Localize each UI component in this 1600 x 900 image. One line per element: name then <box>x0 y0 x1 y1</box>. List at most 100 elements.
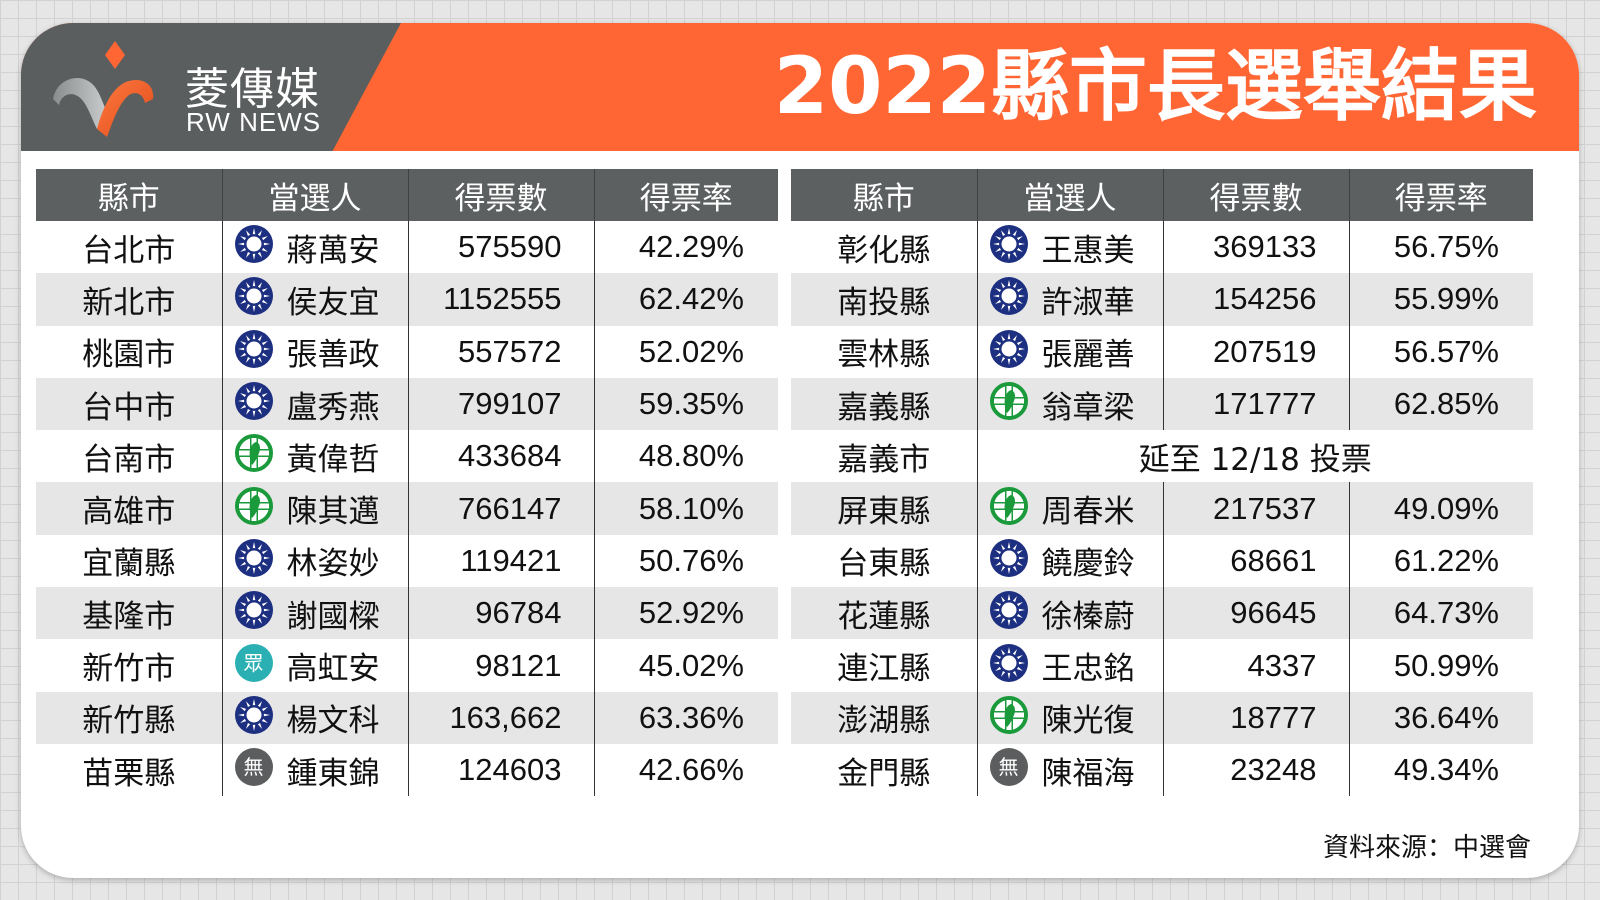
city-cell: 新竹市 <box>82 651 176 688</box>
winner-cell: 無陳福海 <box>976 743 1163 797</box>
tpp-眾-icon: 眾 <box>234 643 273 682</box>
data-source-note: 資料來源：中選會 <box>1322 833 1531 863</box>
votes-cell: 799107 <box>407 377 594 431</box>
winner-cell: 張善政 <box>221 325 408 378</box>
vote-share-cell: 59.35% <box>593 377 778 431</box>
winner-cell: 徐榛蔚 <box>976 587 1163 640</box>
title-banner: 菱傳媒 RW NEWS 2022縣市長選舉結果 <box>21 23 1579 151</box>
table-header-row: 縣市 當選人 得票數 得票率 <box>791 169 1533 221</box>
winner-name: 盧秀燕 <box>286 389 380 426</box>
votes-cell: 154256 <box>1162 273 1349 326</box>
kmt-sun-emblem-icon <box>989 643 1028 682</box>
winner-name: 饒慶鈴 <box>1041 546 1135 583</box>
vote-share-cell: 45.02% <box>593 639 778 692</box>
winner-name: 徐榛蔚 <box>1041 598 1135 635</box>
kmt-sun-emblem-icon <box>234 695 273 734</box>
results-card: 菱傳媒 RW NEWS 2022縣市長選舉結果 縣市 當選人 得票數 得票率 台… <box>21 23 1579 878</box>
table-row: 台東縣 饒慶鈴 68661 61.22% <box>791 534 1533 588</box>
city-cell: 苗栗縣 <box>82 755 176 792</box>
votes-cell: 171777 <box>1162 377 1349 431</box>
kmt-sun-emblem-icon <box>234 538 273 577</box>
winner-cell: 楊文科 <box>221 691 408 744</box>
table-row: 基隆市 謝國樑 96784 52.92% <box>36 587 778 640</box>
kmt-sun-emblem-icon <box>234 225 273 264</box>
kmt-sun-emblem-icon <box>234 277 273 316</box>
ribbon-logo-icon <box>53 41 154 137</box>
table-row: 嘉義縣 翁章梁 171777 62.85% <box>791 377 1533 431</box>
winner-cell: 謝國樑 <box>221 587 408 640</box>
table-row: 連江縣 王忠銘 4337 50.99% <box>791 639 1533 692</box>
winner-name: 鍾東錦 <box>286 755 380 792</box>
column-header-city: 縣市 <box>791 169 977 221</box>
winner-name: 林姿妙 <box>286 546 380 583</box>
winner-name: 謝國樑 <box>286 598 380 635</box>
table-row-note: 嘉義市 延至 12/18 投票 <box>791 430 1533 483</box>
kmt-sun-emblem-icon <box>989 329 1028 368</box>
city-cell: 新北市 <box>36 273 222 326</box>
table-row: 台北市 蔣萬安 575590 42.29% <box>36 221 778 274</box>
winner-name: 王忠銘 <box>1041 651 1135 688</box>
winner-cell: 黃偉哲 <box>221 430 408 483</box>
city-cell: 宜蘭縣 <box>82 546 176 583</box>
votes-cell: 124603 <box>407 743 594 797</box>
column-header-city: 縣市 <box>36 169 222 221</box>
logo-english-text: RW NEWS <box>186 107 322 137</box>
vote-share-cell: 49.09% <box>1348 482 1533 535</box>
winner-name: 翁章梁 <box>1041 389 1135 426</box>
table-row: 澎湖縣 陳光復 18777 36.64% <box>791 691 1533 744</box>
vote-share-cell: 50.99% <box>1348 639 1533 692</box>
table-row: 桃園市 張善政 557572 52.02% <box>36 325 778 378</box>
column-header-winner: 當選人 <box>976 169 1163 221</box>
dpp-taiwan-cross-icon <box>989 695 1028 734</box>
postponed-vote-note: 延至 12/18 投票 <box>976 430 1533 483</box>
table-row: 彰化縣 王惠美 369133 56.75% <box>791 221 1533 274</box>
vote-share-cell: 62.42% <box>593 273 778 326</box>
votes-cell: 98121 <box>407 639 594 692</box>
winner-name: 黃偉哲 <box>286 441 380 478</box>
city-cell: 桃園市 <box>82 337 176 374</box>
winner-cell: 盧秀燕 <box>221 377 408 431</box>
votes-cell: 217537 <box>1162 482 1349 535</box>
dpp-taiwan-cross-icon <box>989 486 1028 525</box>
city-cell: 基隆市 <box>36 587 222 640</box>
vote-share-cell: 64.73% <box>1348 587 1533 640</box>
table-row: 雲林縣 張麗善 207519 56.57% <box>791 325 1533 378</box>
votes-cell: 18777 <box>1162 691 1349 744</box>
table-row: 宜蘭縣 林姿妙 119421 50.76% <box>36 534 778 588</box>
votes-cell: 23248 <box>1162 743 1349 797</box>
winner-name: 蔣萬安 <box>286 232 380 269</box>
city-cell: 連江縣 <box>837 651 931 688</box>
kmt-sun-emblem-icon <box>989 538 1028 577</box>
votes-cell: 96645 <box>1162 587 1349 640</box>
winner-cell: 蔣萬安 <box>221 221 408 274</box>
kmt-sun-emblem-icon <box>234 382 273 421</box>
winner-cell: 張麗善 <box>976 325 1163 378</box>
table-row: 新竹市 眾高虹安 98121 45.02% <box>36 639 778 692</box>
table-row: 屏東縣 周春米 217537 49.09% <box>791 482 1533 535</box>
winner-cell: 王惠美 <box>976 221 1163 274</box>
winner-name: 張麗善 <box>1041 337 1135 374</box>
results-table-right: 縣市 當選人 得票數 得票率 彰化縣 王惠美 369133 56.75% 南投縣… <box>791 169 1533 797</box>
vote-share-cell: 58.10% <box>593 482 778 535</box>
vote-share-cell: 36.64% <box>1348 691 1533 744</box>
winner-name: 楊文科 <box>286 703 380 740</box>
vote-share-cell: 56.75% <box>1348 221 1533 274</box>
winner-cell: 無鍾東錦 <box>221 743 408 797</box>
votes-cell: 557572 <box>407 325 594 378</box>
independent-無-icon: 無 <box>989 748 1028 787</box>
vote-share-cell: 52.02% <box>593 325 778 378</box>
city-cell: 台中市 <box>36 377 222 431</box>
winner-name: 張善政 <box>286 337 380 374</box>
vote-share-cell: 49.34% <box>1348 743 1533 797</box>
votes-cell: 4337 <box>1162 639 1349 692</box>
dpp-taiwan-cross-icon <box>989 382 1028 421</box>
table-row: 金門縣 無陳福海 23248 49.34% <box>791 743 1533 797</box>
votes-cell: 163,662 <box>407 691 594 744</box>
winner-cell: 眾高虹安 <box>221 639 408 692</box>
winner-name: 侯友宜 <box>286 284 380 321</box>
votes-cell: 96784 <box>407 587 594 640</box>
column-header-vote-share: 得票率 <box>593 169 778 221</box>
column-header-winner: 當選人 <box>221 169 408 221</box>
city-cell: 台北市 <box>82 232 176 269</box>
winner-cell: 侯友宜 <box>221 273 408 326</box>
